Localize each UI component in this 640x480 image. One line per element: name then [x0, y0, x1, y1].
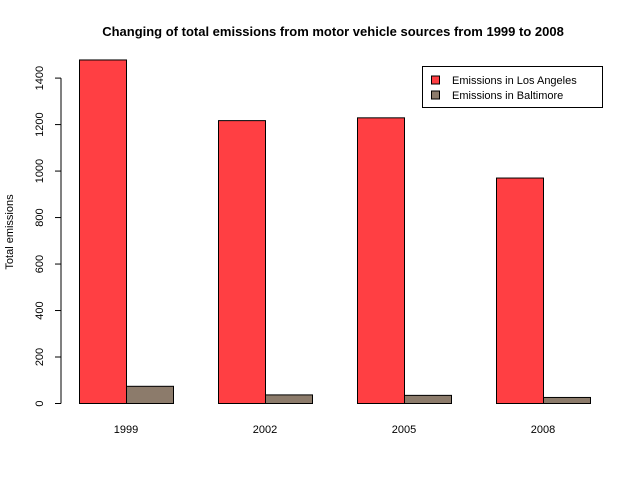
legend: Emissions in Los Angeles Emissions in Bal…	[422, 66, 603, 108]
bars	[79, 59, 591, 405]
x-tick-label-2005: 2005	[392, 424, 416, 436]
y-tick-label-1000: 1000	[34, 159, 46, 183]
y-tick-label-1200: 1200	[34, 112, 46, 136]
legend-label-baltimore: Emissions in Baltimore	[452, 90, 563, 102]
x-tick-label-1999: 1999	[114, 424, 138, 436]
bar-los-angeles-2002	[218, 120, 266, 404]
x-tick-label-2008: 2008	[531, 424, 555, 436]
bar-baltimore-1999	[126, 385, 174, 404]
bar-los-angeles-2005	[357, 117, 405, 404]
legend-label-los-angeles: Emissions in Los Angeles	[452, 75, 577, 87]
y-tick-label-200: 200	[34, 348, 46, 366]
bar-los-angeles-1999	[79, 59, 127, 404]
y-axis-label: Total emissions	[4, 194, 16, 270]
x-tick-label-2002: 2002	[253, 424, 277, 436]
y-tick-label-0: 0	[34, 400, 46, 406]
y-tick-label-400: 400	[34, 301, 46, 319]
bar-baltimore-2008	[543, 396, 591, 404]
y-tick-label-600: 600	[34, 255, 46, 273]
y-tick-label-800: 800	[34, 208, 46, 226]
legend-swatch-los-angeles	[431, 75, 440, 85]
bar-baltimore-2002	[265, 394, 313, 404]
y-tick-label-1400: 1400	[34, 66, 46, 90]
legend-swatch-baltimore	[431, 90, 440, 100]
legend-box	[422, 66, 603, 108]
chart-title: Changing of total emissions from motor v…	[102, 24, 564, 39]
x-tick-labels: 1999 2002 2005 2008	[114, 424, 555, 436]
bar-los-angeles-2008	[496, 177, 544, 404]
bar-baltimore-2005	[404, 394, 452, 405]
y-axis: 0 200 400 600 800 1000 1200 1400	[34, 66, 62, 407]
